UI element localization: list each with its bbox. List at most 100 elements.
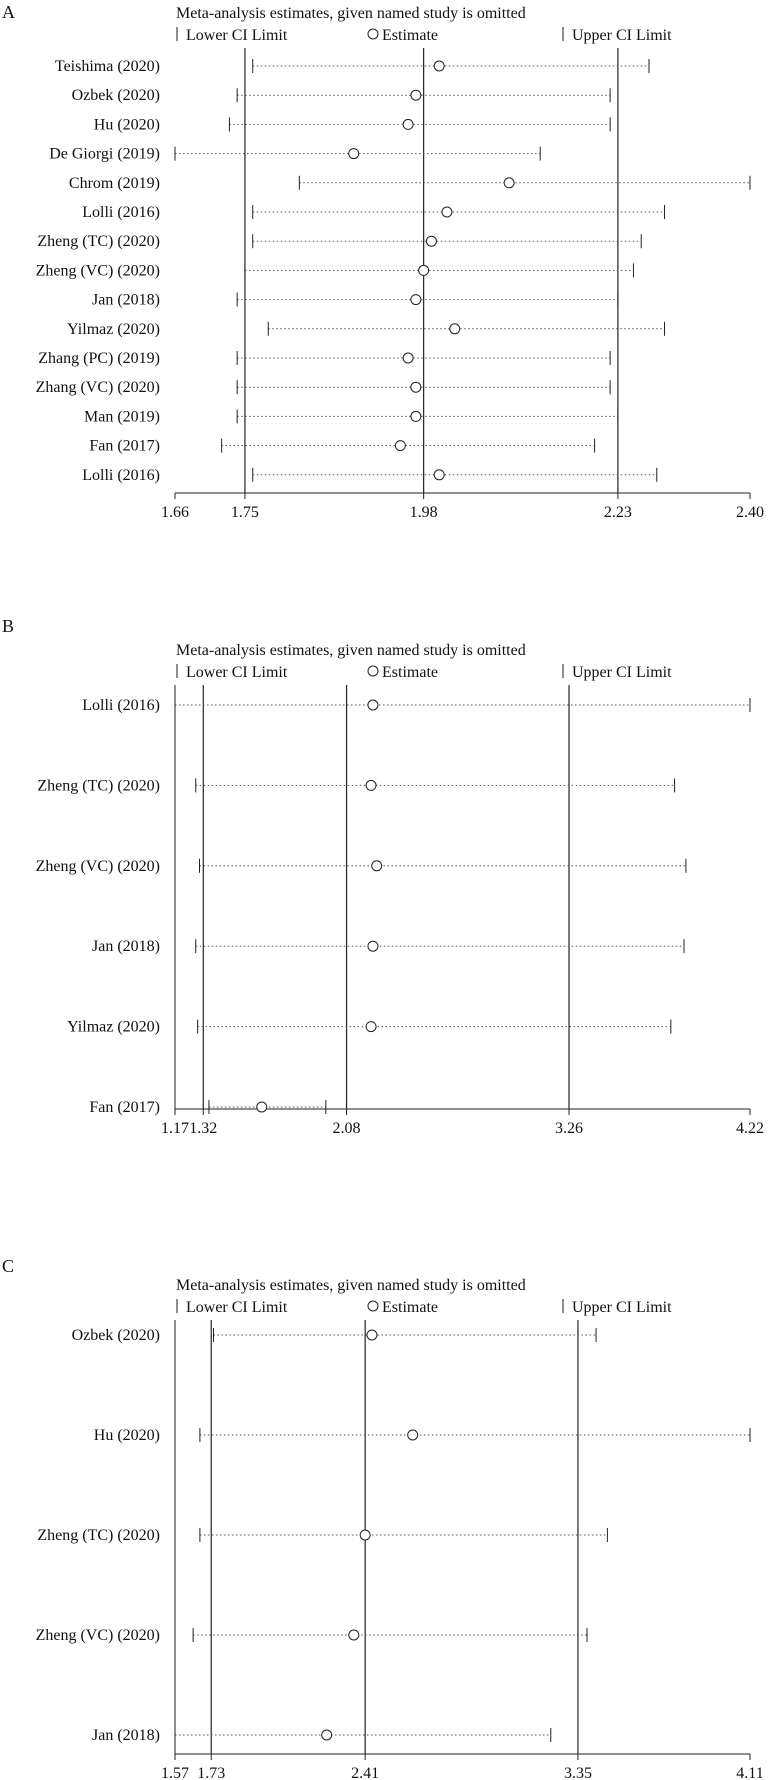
study-row: Zhang (VC) (2020) [36,379,611,396]
x-tick-label: 1.57 [161,1765,189,1780]
study-label: Jan (2018) [92,292,160,309]
estimate-point [359,1529,371,1541]
legend: Lower CI Limit Estimate Upper CI Limit [176,664,672,681]
study-label: Jan (2018) [92,938,160,955]
study-label: De Giorgi (2019) [49,146,160,163]
study-row: Yilmaz (2020) [67,1019,672,1036]
panel-A: A Meta-analysis estimates, given named st… [2,2,764,521]
x-tick-label: 1.73 [197,1765,225,1780]
study-label: Ozbek (2020) [72,87,160,104]
study-row: Fan (2017) [89,1099,327,1116]
estimate-point [365,779,377,791]
x-tick-label: 1.32 [189,1120,217,1137]
panel-B: B Meta-analysis estimates, given named st… [2,616,764,1137]
legend-estimate-marker [367,1300,379,1312]
study-row: Yilmaz (2020) [67,321,666,338]
study-label: Hu (2020) [94,116,160,133]
study-row: Zheng (TC) (2020) [37,233,642,250]
study-row: Man (2019) [84,408,619,425]
estimate-point [425,235,437,247]
x-tick-label: 1.66 [161,504,189,521]
estimate-point [433,469,445,481]
estimate-point [410,294,422,306]
estimate-point [367,699,379,711]
legend-estimate-marker [367,665,379,677]
study-row: De Giorgi (2019) [49,146,541,163]
study-row: Zheng (TC) (2020) [37,777,676,794]
estimate-point [449,323,461,335]
legend-upper-label: Upper CI Limit [572,27,672,44]
study-label: Chrom (2019) [69,175,160,192]
estimate-point [367,940,379,952]
study-row: Zheng (VC) (2020) [36,1627,588,1644]
x-tick-label: 1.98 [410,504,438,521]
legend-estimate-marker [367,28,379,40]
study-row: Ozbek (2020) [72,87,611,104]
x-tick-label: 1.75 [231,504,259,521]
study-row: Zhang (PC) (2019) [38,350,611,367]
study-row: Lolli (2016) [82,204,666,221]
study-row: Chrom (2019) [69,175,751,192]
study-label: Lolli (2016) [82,697,160,714]
study-label: Fan (2017) [89,1099,160,1116]
study-label: Lolli (2016) [82,204,160,221]
estimate-point [441,206,453,218]
x-tick-label: 1.17 [161,1120,189,1137]
estimate-point [365,1021,377,1033]
panel-letter: B [2,616,14,636]
study-label: Man (2019) [84,408,160,425]
legend-upper-label: Upper CI Limit [572,664,672,681]
panel-C: C Meta-analysis estimates, given named st… [2,1256,764,1780]
study-label: Zheng (VC) (2020) [36,858,160,875]
estimate-point [366,1329,378,1341]
study-label: Fan (2017) [89,438,160,455]
estimate-point [433,60,445,72]
estimate-point [418,264,430,276]
estimate-point [410,381,422,393]
legend-lower-label: Lower CI Limit [186,1299,288,1316]
x-tick-label: 3.26 [555,1120,583,1137]
legend-lower-label: Lower CI Limit [186,664,288,681]
estimate-point [407,1429,419,1441]
legend-lower-label: Lower CI Limit [186,27,288,44]
x-tick-label: 2.40 [736,504,764,521]
estimate-point [402,118,414,130]
x-tick-label: 4.22 [736,1120,764,1137]
study-row: Hu (2020) [94,1427,751,1444]
legend-estimate-label: Estimate [382,664,438,681]
study-label: Jan (2018) [92,1727,160,1744]
study-label: Zheng (TC) (2020) [37,777,160,794]
x-tick-label: 3.35 [564,1765,592,1780]
study-label: Zheng (VC) (2020) [36,262,160,279]
study-label: Hu (2020) [94,1427,160,1444]
estimate-point [321,1729,333,1741]
estimate-point [394,440,406,452]
panel-letter: C [2,1256,14,1276]
study-label: Lolli (2016) [82,467,160,484]
study-label: Zheng (TC) (2020) [37,233,160,250]
study-row: Fan (2017) [89,438,596,455]
study-label: Zheng (TC) (2020) [37,1527,160,1544]
panel-letter: A [2,2,15,22]
study-label: Zhang (PC) (2019) [38,350,160,367]
estimate-point [402,352,414,364]
study-row: Zheng (VC) (2020) [36,858,687,875]
legend-estimate-label: Estimate [382,27,438,44]
estimate-point [410,89,422,101]
study-label: Yilmaz (2020) [67,321,160,338]
study-row: Lolli (2016) [82,697,751,714]
chart-title: Meta-analysis estimates, given named stu… [176,642,526,659]
study-label: Yilmaz (2020) [67,1019,160,1036]
study-row: Jan (2018) [92,938,685,955]
estimate-point [256,1101,268,1113]
x-tick-label: 4.11 [736,1765,763,1780]
chart-title: Meta-analysis estimates, given named stu… [176,1277,526,1294]
study-label: Ozbek (2020) [72,1327,160,1344]
estimate-point [348,148,360,160]
legend: Lower CI Limit Estimate Upper CI Limit [176,1299,672,1316]
study-label: Zhang (VC) (2020) [36,379,160,396]
x-tick-label: 2.08 [333,1120,361,1137]
estimate-point [348,1629,360,1641]
study-row: Lolli (2016) [82,467,658,484]
